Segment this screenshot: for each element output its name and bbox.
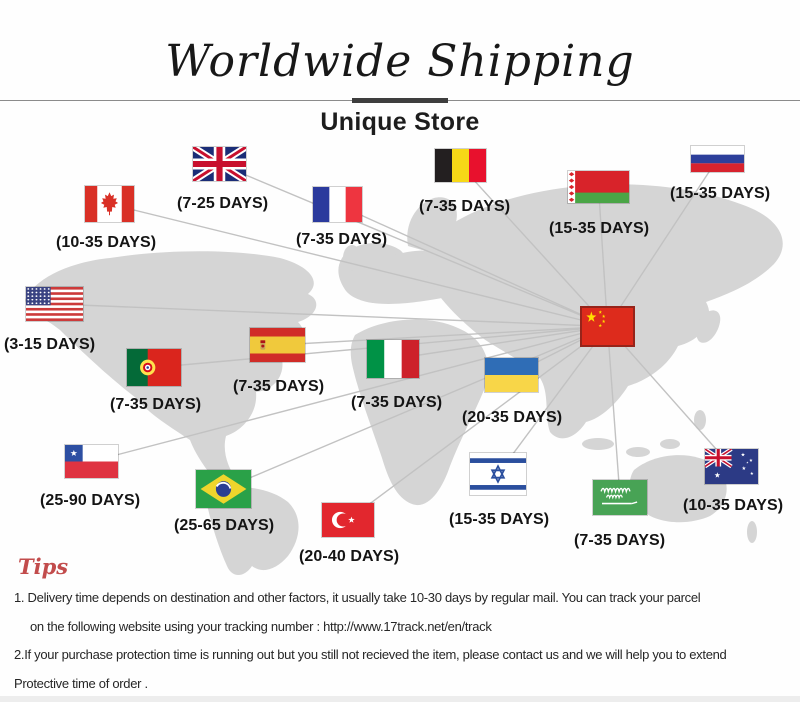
indonesia-2 — [626, 447, 650, 457]
brazil-flag — [196, 470, 251, 508]
australia-flag — [705, 449, 758, 484]
tips-heading: Tips — [18, 554, 69, 579]
indonesia-3 — [660, 439, 680, 449]
continent-australia — [629, 455, 727, 523]
tips-line-4: Protective time of order . — [14, 675, 148, 691]
russia-flag — [691, 146, 744, 172]
route-line-italy — [392, 325, 608, 360]
china-flag — [582, 308, 633, 345]
saudi_arabia-flag — [593, 480, 647, 515]
divider-accent-bar — [352, 98, 448, 103]
route-line-belgium — [459, 165, 609, 327]
route-line-brazil — [223, 325, 608, 490]
store-name: Unique Store — [320, 108, 480, 136]
israel-flag — [470, 453, 526, 495]
new-zealand — [747, 521, 757, 543]
days-label-chile: (25-90 DAYS) — [40, 492, 141, 509]
days-label-australia: (10-35 DAYS) — [683, 497, 784, 514]
days-label-turkey: (20-40 DAYS) — [299, 548, 400, 565]
portugal-flag — [127, 349, 181, 386]
page-title: Worldwide Shipping — [165, 36, 635, 87]
days-label-brazil: (25-65 DAYS) — [174, 517, 275, 534]
days-label-uk: (7-25 DAYS) — [177, 195, 269, 212]
france-flag — [313, 187, 362, 222]
usa-flag — [26, 287, 83, 321]
days-label-usa: (3-15 DAYS) — [4, 336, 96, 353]
ukraine-flag — [485, 358, 538, 392]
days-label-ukraine: (20-35 DAYS) — [462, 409, 563, 426]
spain-flag — [250, 328, 305, 362]
tips-text: 1. Delivery time depends on destination … — [14, 584, 798, 698]
indonesia-1 — [582, 438, 614, 450]
route-line-france — [337, 203, 608, 328]
days-label-belgium: (7-35 DAYS) — [419, 198, 511, 215]
days-label-france: (7-35 DAYS) — [296, 231, 388, 248]
italy-flag — [367, 340, 419, 378]
route-line-turkey — [347, 325, 608, 521]
route-line-saudi_arabia — [606, 326, 621, 498]
japan — [696, 310, 721, 343]
turkey-flag — [322, 503, 374, 537]
days-label-spain: (7-35 DAYS) — [233, 378, 325, 395]
route-line-belarus — [597, 186, 609, 327]
days-label-israel: (15-35 DAYS) — [449, 511, 550, 528]
canada-flag — [85, 186, 134, 222]
days-label-italy: (7-35 DAYS) — [351, 394, 443, 411]
days-label-canada: (10-35 DAYS) — [56, 234, 157, 251]
uk-flag — [193, 147, 246, 181]
days-label-saudi_arabia: (7-35 DAYS) — [574, 532, 666, 549]
days-label-belarus: (15-35 DAYS) — [549, 220, 650, 237]
philippines — [694, 410, 706, 430]
belarus-flag — [568, 171, 629, 203]
belgium-flag — [435, 149, 486, 182]
route-line-australia — [606, 326, 733, 467]
route-line-uk — [219, 163, 608, 328]
route-line-canada — [109, 203, 608, 328]
route-line-russia — [606, 158, 719, 327]
route-line-usa — [54, 303, 608, 328]
days-label-russia: (15-35 DAYS) — [670, 185, 771, 202]
days-label-portugal: (7-35 DAYS) — [110, 396, 202, 413]
bottom-strip — [0, 696, 800, 702]
route-line-chile — [91, 325, 608, 463]
continent-south-america — [205, 487, 299, 575]
tips-line-3: 2.If your purchase protection time is ru… — [14, 647, 727, 662]
chile-flag — [65, 445, 118, 478]
tips-line-2: on the following website using your trac… — [30, 618, 492, 634]
route-line-israel — [497, 326, 609, 475]
tips-line-1: 1. Delivery time depends on destination … — [14, 590, 701, 605]
route-line-spain — [277, 325, 608, 346]
